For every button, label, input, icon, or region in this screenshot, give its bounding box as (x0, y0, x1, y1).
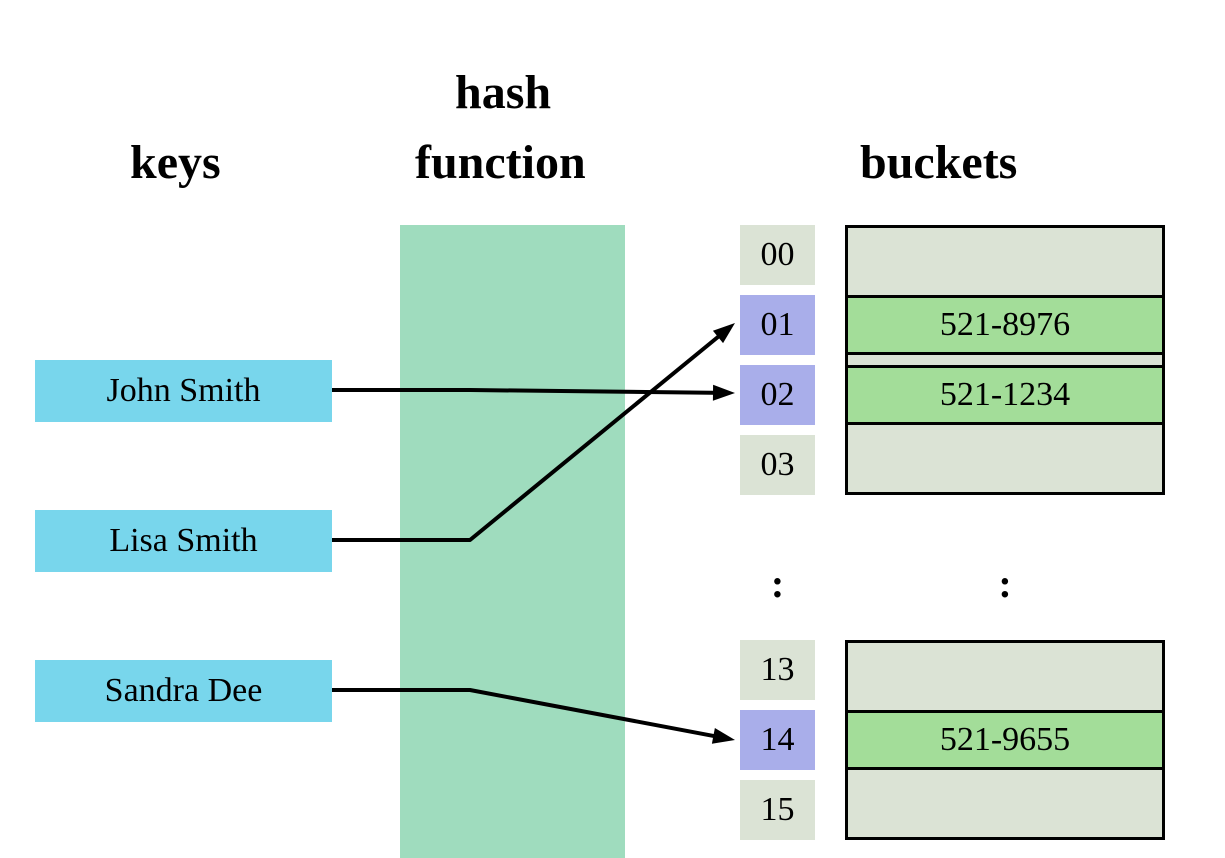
ellipsis-index: : (740, 560, 815, 607)
arrow-head-icon (712, 728, 735, 744)
arrow-head-icon (713, 323, 735, 343)
bucket-index-cell: 14 (740, 710, 815, 770)
bucket-index-cell: 00 (740, 225, 815, 285)
bucket-value-cell: 521-1234 (845, 365, 1165, 425)
arrow-head-icon (713, 385, 735, 401)
bucket-index-cell: 02 (740, 365, 815, 425)
key-box: Sandra Dee (35, 660, 332, 722)
bucket-index-cell: 01 (740, 295, 815, 355)
key-box: John Smith (35, 360, 332, 422)
ellipsis-value: : (845, 560, 1165, 607)
heading-keys: keys (130, 135, 221, 190)
bucket-value-cell: 521-9655 (845, 710, 1165, 770)
bucket-value-cell (845, 225, 1165, 285)
bucket-index-cell: 13 (740, 640, 815, 700)
bucket-value-cell (845, 780, 1165, 840)
bucket-value-cell (845, 435, 1165, 495)
heading-buckets: buckets (860, 135, 1017, 190)
key-box: Lisa Smith (35, 510, 332, 572)
bucket-value-cell (845, 640, 1165, 700)
hash-table-diagram: keys hash function buckets John Smith Lis… (0, 0, 1225, 858)
bucket-value-cell: 521-8976 (845, 295, 1165, 355)
hash-function-box (400, 225, 625, 858)
bucket-index-cell: 15 (740, 780, 815, 840)
heading-hash-bottom: function (415, 135, 586, 190)
bucket-index-cell: 03 (740, 435, 815, 495)
heading-hash-top: hash (455, 65, 551, 120)
